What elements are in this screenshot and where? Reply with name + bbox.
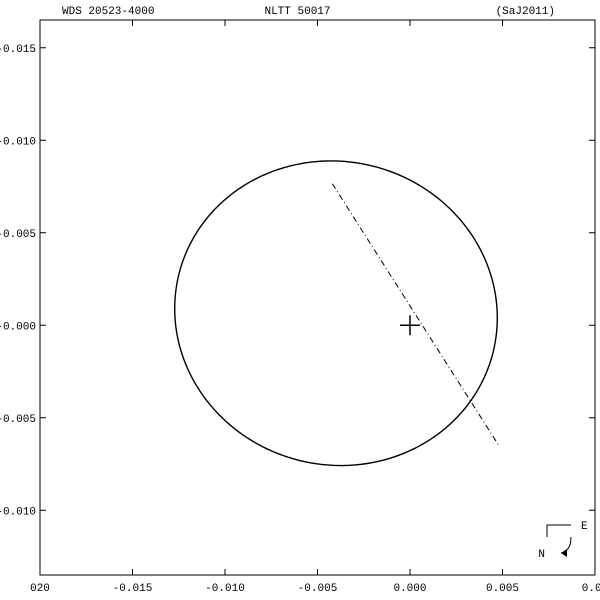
x-tick-label: -0.015 (113, 583, 153, 595)
y-tick-label: --0.000 (0, 321, 36, 333)
x-tick-label: 0.000 (393, 583, 426, 595)
orbit-ellipse (175, 161, 498, 466)
y-tick-label: --0.005 (0, 414, 36, 426)
plot-border (40, 20, 595, 575)
x-tick-label: 020 (30, 583, 50, 595)
y-tick-label: -0.005 (0, 229, 36, 241)
title-center: NLTT 50017 (264, 6, 330, 18)
compass-north-label: N (538, 549, 545, 561)
y-tick-label: --0.010 (0, 506, 36, 518)
x-ticks: 020 -0.015 -0.010 -0.005 0.000 0.005 0.01 (30, 20, 600, 595)
node-line (332, 184, 499, 446)
x-tick-label: 0.005 (486, 583, 519, 595)
x-tick-label: -0.010 (205, 583, 245, 595)
y-ticks: --0.010 --0.005 --0.000 -0.005 -0.010 -0.015 (0, 44, 595, 519)
line-of-nodes (332, 184, 499, 446)
title-right: (SaJ2011) (496, 6, 555, 18)
orbit-path (175, 161, 498, 466)
compass-indicator: EN (538, 521, 588, 561)
primary-star-cross (400, 315, 420, 335)
chart-titles: WDS 20523-4000 NLTT 50017 (SaJ2011) (62, 6, 555, 18)
compass-east-label: E (581, 521, 588, 533)
x-tick-label: -0.005 (298, 583, 338, 595)
orbit-svg: WDS 20523-4000 NLTT 50017 (SaJ2011) 020 -0.… (0, 0, 600, 600)
orbit-chart: WDS 20523-4000 NLTT 50017 (SaJ2011) 020 -0.… (0, 0, 600, 600)
x-tick-label: 0.01 (582, 583, 600, 595)
y-tick-label: -0.015 (0, 44, 36, 56)
title-left: WDS 20523-4000 (62, 6, 154, 18)
y-tick-label: -0.010 (0, 136, 36, 148)
